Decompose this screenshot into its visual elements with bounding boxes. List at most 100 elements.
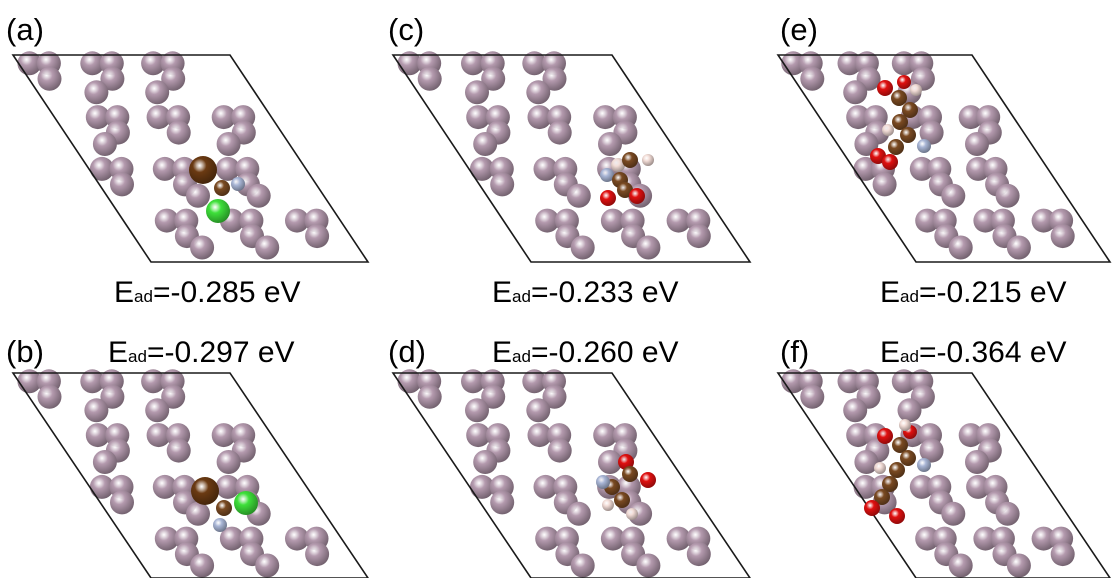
panel-label-a: (a)	[6, 12, 44, 47]
slab-atom-18	[166, 438, 191, 463]
slab-atom-33	[915, 208, 940, 233]
slab-atom-18	[547, 120, 572, 145]
slab-atom-11	[466, 105, 491, 130]
hydrogen-atom-11	[899, 419, 911, 431]
slab-atom-26	[215, 474, 240, 499]
panel-label-c: (c)	[388, 12, 424, 47]
hydrogen-atom-10	[874, 462, 886, 474]
slab-atom-35	[600, 526, 625, 551]
slab-atom-11	[846, 105, 871, 130]
slab-atom-24	[533, 474, 558, 499]
panel-label-f: (f)	[780, 334, 809, 369]
panel-e: (e) Ead=-0.215 eV	[776, 12, 1112, 309]
cell-frame-d	[391, 372, 751, 578]
slab-atom-33	[535, 208, 560, 233]
adsorbate-e	[870, 75, 931, 170]
hydrogen-atom-7	[642, 154, 654, 166]
energy-value-b: =-0.297 eV	[147, 336, 295, 369]
slab-atom-32	[995, 183, 1020, 208]
slab-atom-18	[547, 438, 572, 463]
slab-atom-9	[465, 398, 489, 423]
slab-atom-41	[686, 224, 711, 249]
slab-atom-9	[465, 80, 489, 105]
carbon-atom-2	[891, 90, 907, 106]
slab-atom-9	[84, 398, 109, 423]
energy-value-e: =-0.215 eV	[919, 276, 1067, 309]
carbon-atom-4	[892, 114, 908, 130]
slab-atom-4	[141, 51, 166, 76]
slab-atom-24	[909, 156, 934, 181]
bromine-atom-0	[191, 477, 219, 505]
energy-subscript-f: ad	[900, 347, 919, 366]
slab-atom-37	[285, 208, 309, 233]
oxygen-atom-6	[629, 188, 645, 204]
slab-e	[781, 51, 1075, 260]
slab-atom-11	[85, 105, 110, 130]
slab-atom-20	[473, 132, 498, 156]
slab-atom-4	[522, 369, 547, 394]
slab-atom-37	[1031, 526, 1056, 551]
slab-atom-37	[666, 208, 691, 233]
nitrogen-atom-2	[231, 177, 245, 191]
slab-atom-26	[215, 156, 240, 181]
slab-atom-43	[255, 235, 280, 260]
carbon-atom-5	[614, 492, 630, 508]
slab-atom-31	[186, 501, 210, 526]
carbon-atom-1	[622, 152, 638, 168]
slab-atom-42	[570, 553, 595, 578]
slab-atom-43	[636, 235, 661, 260]
carbon-atom-3	[902, 102, 918, 118]
slab-atom-9	[84, 80, 109, 105]
energy-symbol-d: E	[492, 336, 512, 369]
nitrogen-atom-6	[917, 139, 931, 153]
slab-atom-24	[152, 474, 177, 499]
slab-atom-32	[628, 501, 653, 526]
slab-atom-13	[527, 105, 552, 130]
slab-atom-7	[100, 384, 125, 409]
slab-atom-22	[470, 156, 494, 181]
carbon-atom-6	[882, 476, 898, 492]
oxygen-atom-0	[877, 80, 893, 96]
oxygen-atom-8	[870, 148, 886, 164]
slab-atom-2	[80, 369, 105, 394]
chlorine-atom-2	[234, 491, 258, 515]
slab-atom-11	[846, 423, 871, 448]
panel-label-b: (b)	[6, 334, 44, 369]
slab-atom-2	[461, 51, 485, 76]
slab-atom-4	[891, 51, 916, 76]
slab-atom-18	[166, 120, 191, 145]
slab-atom-26	[966, 474, 991, 499]
oxygen-atom-9	[882, 154, 898, 170]
slab-atom-13	[146, 105, 171, 130]
slab-atom-2	[837, 51, 862, 76]
energy-subscript-a: ad	[134, 287, 153, 306]
slab-atom-42	[190, 235, 215, 260]
slab-atom-8	[161, 384, 186, 409]
adsorbate-b	[191, 477, 258, 532]
energy-label-e: Ead=-0.215 eV	[880, 276, 1067, 309]
slab-atom-28	[872, 172, 897, 197]
slab-atom-33	[154, 526, 179, 551]
slab-atom-10	[897, 398, 922, 423]
energy-value-c: =-0.233 eV	[531, 276, 679, 309]
slab-atom-28	[490, 490, 515, 515]
carbon-atom-1	[216, 500, 232, 516]
slab-atom-41	[1050, 542, 1075, 567]
slab-atom-35	[219, 526, 244, 551]
slab-atom-4	[141, 369, 166, 394]
slab-atom-21	[216, 450, 241, 474]
adsorbate-f	[864, 419, 931, 524]
oxygen-atom-8	[864, 500, 880, 516]
carbon-atom-4	[617, 182, 633, 198]
slab-atom-43	[636, 553, 661, 578]
slab-atom-24	[152, 156, 177, 181]
slab-atom-18	[919, 438, 944, 463]
energy-label-a: Ead=-0.285 eV	[114, 276, 301, 309]
slab-atom-8	[161, 66, 186, 91]
slab-atom-8	[542, 384, 567, 409]
slab-atom-6	[37, 66, 62, 91]
slab-atom-21	[965, 450, 989, 474]
carbon-atom-1	[622, 466, 638, 482]
slab-atom-28	[110, 490, 134, 515]
slab-atom-9	[843, 80, 868, 105]
